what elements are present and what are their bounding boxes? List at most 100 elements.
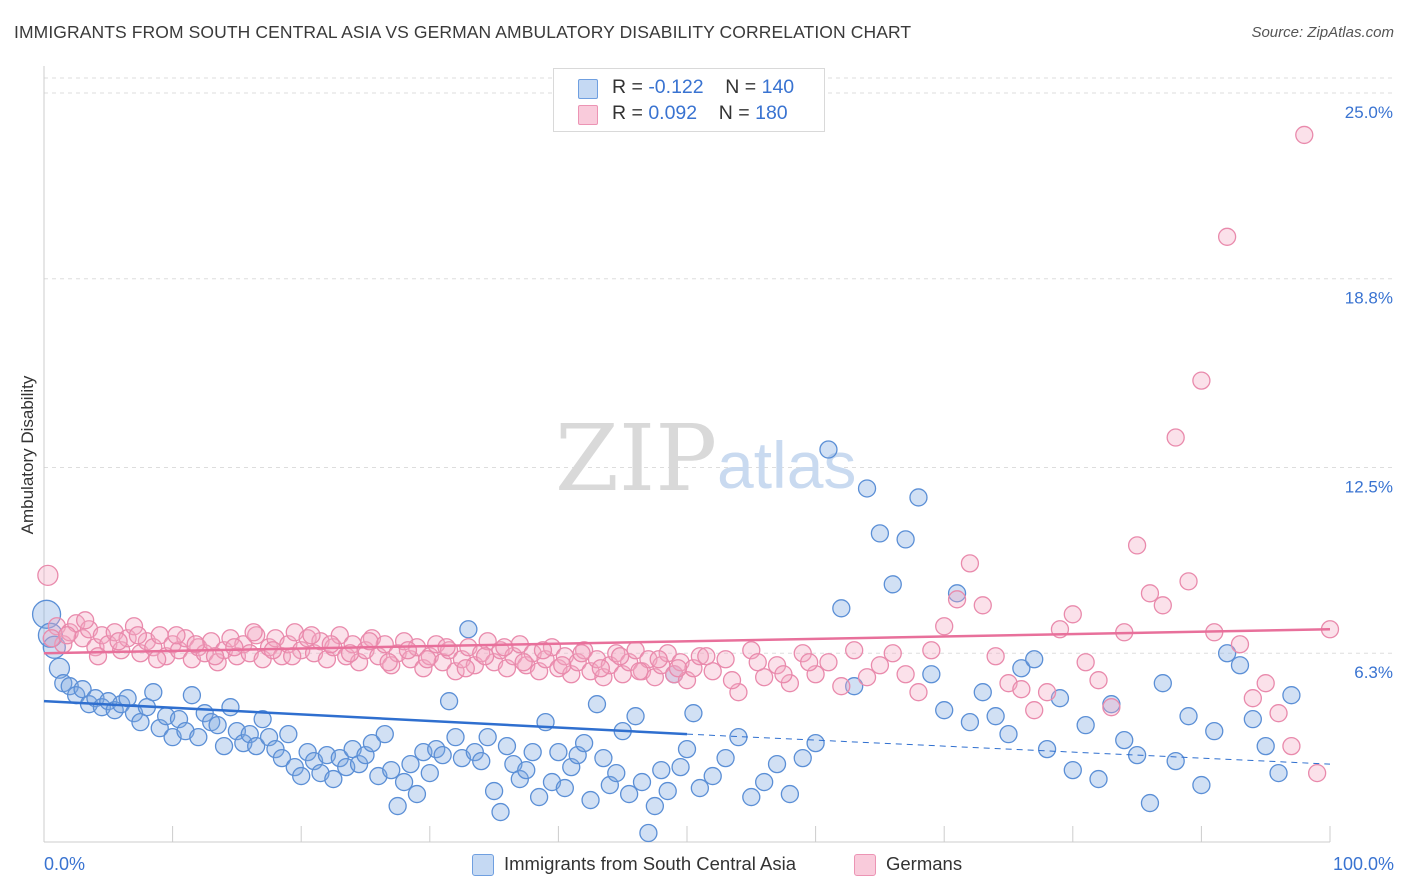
point-germans [1153,596,1172,615]
point-immigrants [716,748,735,768]
point-germans [1089,671,1108,690]
point-immigrants [1063,760,1082,780]
point-germans [883,644,902,663]
point-immigrants [870,524,890,543]
point-germans [1269,704,1288,723]
point-immigrants [819,440,838,459]
point-immigrants [857,479,877,498]
point-germans [572,644,591,663]
watermark: ZIP atlas [555,405,856,512]
point-germans [1037,683,1057,702]
point-immigrants [510,769,529,789]
point-immigrants [574,733,594,753]
point-immigrants [1140,793,1160,813]
stats-legend: R = -0.122 N = 140 R = 0.092 N = 180 [553,68,825,132]
point-germans [225,638,244,657]
point-germans [591,659,610,678]
bottom-legend-swatch-pink [854,854,876,876]
point-germans [697,647,716,666]
point-immigrants [1217,644,1237,663]
point-immigrants [909,488,928,507]
point-immigrants [1037,739,1057,759]
legend-n-value: 180 [755,102,788,124]
point-immigrants [896,530,915,549]
point-germans [167,626,186,645]
point-immigrants [1243,710,1262,729]
point-germans [321,635,340,654]
point-germans [935,617,954,636]
point-immigrants [845,677,864,696]
point-germans [1230,635,1250,654]
y-tick-label: 12.5% [1345,477,1393,496]
point-immigrants [587,695,607,714]
point-germans [668,659,688,678]
point-immigrants [324,769,343,789]
bottom-legend-swatch-blue [472,854,494,876]
y-tick-label: 25.0% [1345,103,1393,122]
point-immigrants [459,620,478,639]
legend-r-value: -0.122 [648,76,704,98]
point-immigrants [382,760,401,780]
point-germans [76,611,95,630]
point-immigrants [349,754,369,774]
point-germans [533,641,553,660]
point-germans [800,653,819,672]
point-germans [973,596,992,615]
point-germans [1217,227,1237,246]
point-germans [302,626,321,645]
point-germans [1025,701,1044,720]
point-immigrants [292,766,311,786]
axes [43,66,1331,843]
point-immigrants [330,748,349,768]
point-immigrants [935,701,954,720]
point-immigrants [465,742,484,762]
point-immigrants [401,754,420,774]
point-germans [379,653,398,672]
point-immigrants [407,784,427,804]
trend-lines [43,628,1331,765]
point-germans [244,623,263,642]
point-immigrants [1179,707,1198,726]
tick-labels: 6.3% 12.5% 18.8% 25.0% 0.0% 100.0% [44,103,1394,874]
point-germans [845,641,864,660]
point-immigrants [497,736,517,756]
point-immigrants [523,742,542,762]
point-germans [128,626,148,645]
point-germans [819,653,838,672]
point-immigrants [285,757,304,777]
point-germans [960,554,980,573]
point-germans [947,590,967,609]
point-immigrants [253,710,272,729]
point-immigrants [420,763,439,783]
point-germans [716,650,735,669]
point-immigrants [658,781,677,801]
point-immigrants [375,724,394,744]
point-germans [88,647,108,666]
point-immigrants [581,790,600,810]
bottom-legend-label-immigrants: Immigrants from South Central Asia [504,853,796,874]
legend-swatch-blue [578,79,598,99]
point-immigrants [677,739,697,759]
point-immigrants [986,707,1005,726]
point-immigrants [1269,763,1288,783]
point-immigrants [484,781,504,801]
point-germans [148,650,167,669]
point-immigrants [793,748,812,768]
point-germans [1012,680,1031,699]
point-germans [514,653,533,672]
point-immigrants [671,757,690,777]
point-immigrants [626,707,645,726]
point-immigrants [266,739,285,759]
point-germans [1256,674,1275,693]
point-germans [922,641,941,660]
point-immigrants [652,760,671,780]
point-immigrants [1192,775,1211,795]
point-immigrants [208,716,227,735]
point-immigrants [439,692,459,711]
point-germans [1166,428,1185,447]
point-germans [1243,689,1262,708]
point-immigrants [221,698,240,717]
point-immigrants [1166,751,1185,771]
x-tick-label-left: 0.0% [44,854,85,874]
